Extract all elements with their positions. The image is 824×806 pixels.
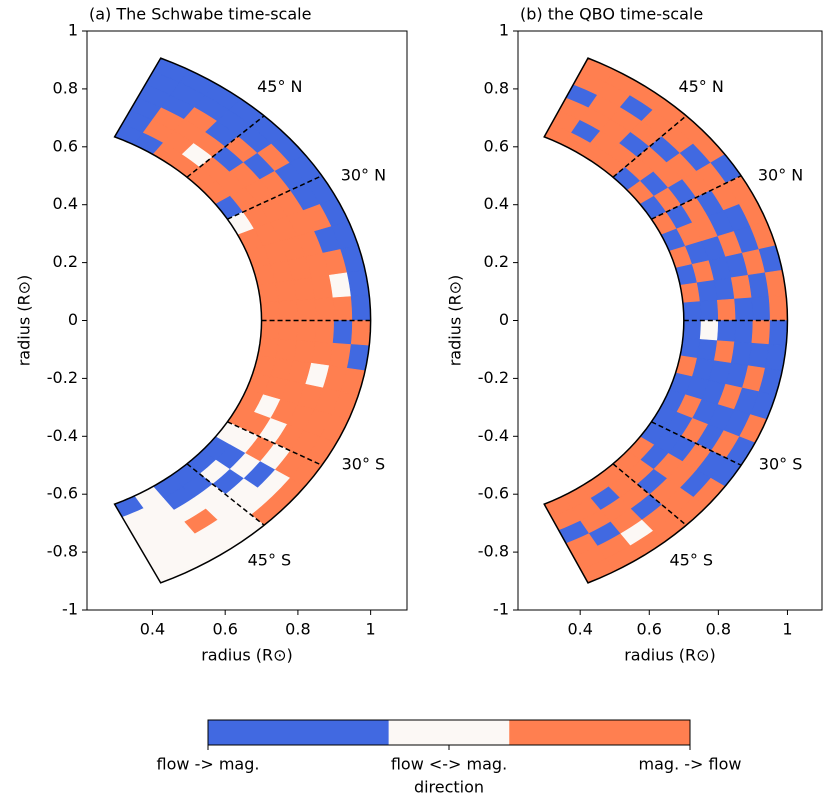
y-tick-label: 1: [68, 21, 78, 40]
cell: [713, 340, 735, 364]
x-tick-label: 0.6: [212, 620, 237, 639]
cell: [350, 294, 371, 321]
y-tick-label: -0.2: [478, 368, 509, 387]
colorbar-segment: [388, 720, 510, 745]
cell: [260, 320, 281, 340]
latitude-line: [186, 463, 265, 526]
y-axis-label: radius (R⊙): [446, 275, 465, 367]
latitude-line: [227, 175, 323, 220]
y-tick-label: -0.4: [47, 426, 78, 445]
x-tick-label: 0.8: [706, 620, 731, 639]
y-tick-label: 0.2: [484, 252, 509, 271]
colorbar-segment: [509, 720, 690, 745]
cell: [275, 339, 298, 362]
y-tick-label: 0.6: [53, 136, 78, 155]
panel: 45° N 30° N 30° S 45° S -1 -0.8 -0.6 -0.4 -0.2 0 0…: [15, 5, 408, 665]
cell: [716, 320, 736, 343]
chart-title: (b) the QBO time-scale: [520, 5, 703, 24]
colorbar-tick-label: flow <-> mag.: [391, 755, 507, 774]
cell: [278, 320, 299, 342]
cell: [296, 298, 317, 321]
y-tick-label: 0.8: [53, 78, 78, 97]
y-tick-label: -0.4: [478, 426, 509, 445]
colorbar-segment: [208, 720, 389, 745]
latitude-line: [651, 175, 742, 220]
cell: [293, 340, 316, 364]
colorbar-tick-label: flow -> mag.: [157, 755, 260, 774]
annotation: 45° S: [669, 550, 713, 569]
cell: [278, 299, 299, 321]
y-tick-label: 0.2: [53, 252, 78, 271]
colorbar-tick-label: mag. -> flow: [639, 755, 742, 774]
x-tick-label: 0.4: [567, 620, 592, 639]
sector-outline: [543, 57, 789, 584]
annotation: 45° S: [248, 550, 292, 569]
y-tick-label: 0.4: [53, 194, 78, 213]
cell: [751, 296, 771, 321]
annotation: 30° S: [342, 455, 386, 474]
y-tick-label: 0: [499, 310, 509, 329]
cell: [696, 339, 718, 362]
cell: [293, 277, 316, 301]
cell: [350, 320, 371, 347]
cell: [713, 277, 735, 301]
cell: [696, 279, 718, 302]
cell: [682, 320, 702, 340]
cell: [734, 320, 754, 344]
cell: [699, 299, 719, 321]
x-tick-label: 0.4: [140, 620, 165, 639]
y-tick-label: -1: [62, 600, 78, 619]
colorbar-label: direction: [414, 778, 484, 797]
cell: [699, 320, 719, 342]
y-tick-label: -0.2: [47, 368, 78, 387]
cell: [734, 297, 754, 321]
annotation: 30° N: [341, 165, 386, 184]
annotation: 45° N: [678, 77, 723, 96]
cell: [332, 296, 353, 321]
x-tick-label: 1: [366, 620, 376, 639]
x-tick-label: 0.8: [285, 620, 310, 639]
sector-outline: [113, 57, 372, 584]
cell: [314, 320, 335, 344]
cell: [296, 320, 317, 343]
x-axis-label: radius (R⊙): [624, 646, 716, 665]
x-axis-label: radius (R⊙): [201, 646, 293, 665]
y-tick-label: -0.6: [47, 484, 78, 503]
y-tick-label: 0.6: [484, 136, 509, 155]
cell: [716, 298, 736, 321]
y-tick-label: 1: [499, 21, 509, 40]
latitude-line: [186, 115, 265, 178]
cell: [768, 294, 788, 321]
x-tick-label: 0.6: [637, 620, 662, 639]
cell: [275, 279, 298, 302]
annotation: 45° N: [257, 77, 302, 96]
y-tick-label: -0.8: [478, 542, 509, 561]
y-tick-label: 0: [68, 310, 78, 329]
cell: [314, 297, 335, 321]
latitude-line: [227, 421, 323, 466]
y-axis-label: radius (R⊙): [15, 275, 34, 367]
cell: [332, 320, 353, 345]
y-tick-label: -0.8: [47, 542, 78, 561]
cell: [768, 320, 788, 347]
y-tick-label: 0.8: [484, 78, 509, 97]
annotation: 30° S: [759, 455, 803, 474]
cell: [751, 320, 771, 345]
y-tick-label: -1: [493, 600, 509, 619]
y-tick-label: -0.6: [478, 484, 509, 503]
latitude-line: [651, 421, 742, 466]
panel: 45° N 30° N 30° S 45° S -1 -0.8 -0.6 -0.4 -0.2 0 0…: [446, 5, 823, 665]
cell: [260, 301, 281, 321]
annotation: 30° N: [758, 165, 803, 184]
x-tick-label: 1: [782, 620, 792, 639]
y-tick-label: 0.4: [484, 194, 509, 213]
chart-title: (a) The Schwabe time-scale: [89, 5, 311, 24]
cell: [682, 301, 702, 321]
